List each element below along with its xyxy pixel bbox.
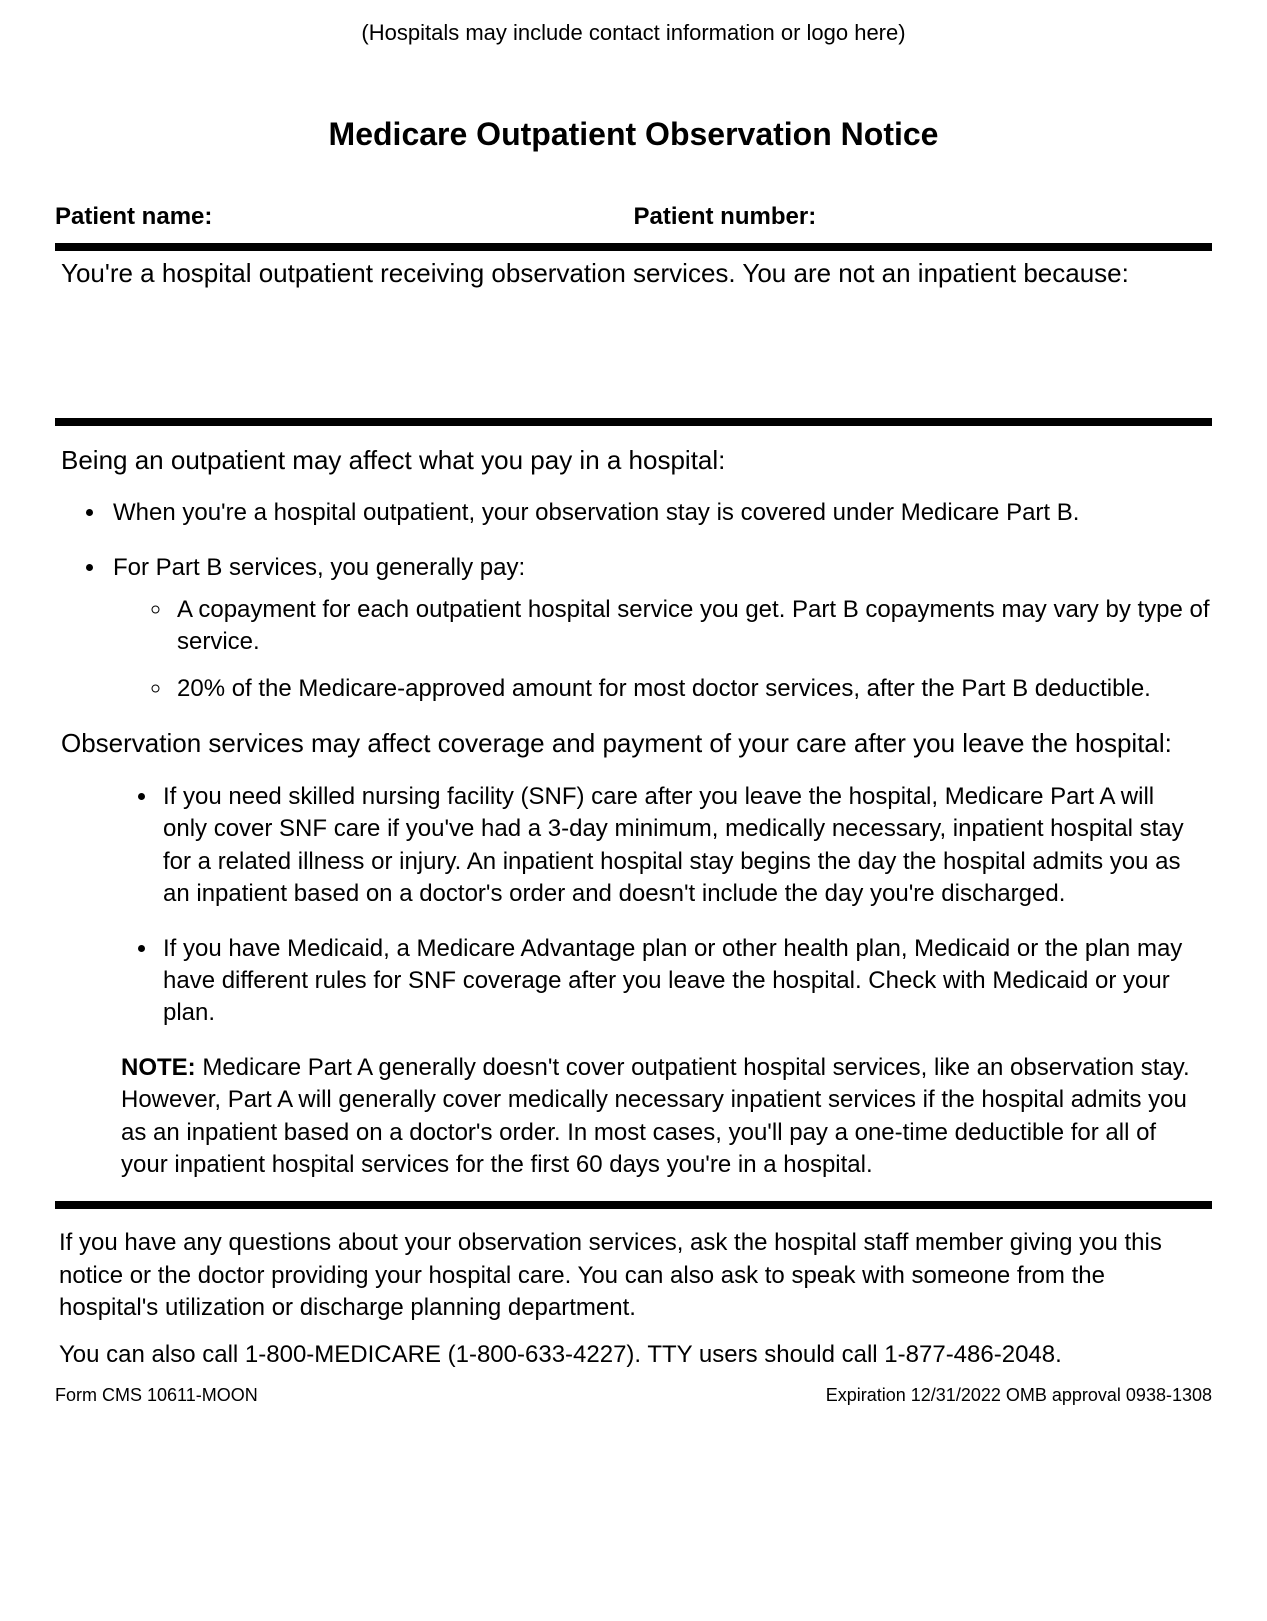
- closing-paragraph-1: If you have any questions about your obs…: [55, 1227, 1212, 1324]
- document-title: Medicare Outpatient Observation Notice: [55, 116, 1212, 153]
- list-item-text: For Part B services, you generally pay:: [113, 554, 525, 581]
- divider: [55, 243, 1212, 251]
- list-item: A copayment for each outpatient hospital…: [173, 594, 1212, 659]
- patient-name-label: Patient name:: [55, 203, 634, 231]
- section1-sublist: A copayment for each outpatient hospital…: [113, 594, 1212, 705]
- footer: Form CMS 10611-MOON Expiration 12/31/202…: [55, 1385, 1212, 1406]
- divider: [55, 1201, 1212, 1209]
- list-item: If you need skilled nursing facility (SN…: [159, 781, 1212, 911]
- patient-number-label: Patient number:: [634, 203, 1213, 231]
- list-item: 20% of the Medicare-approved amount for …: [173, 673, 1212, 705]
- note-text: Medicare Part A generally doesn't cover …: [121, 1054, 1190, 1178]
- list-item: For Part B services, you generally pay: …: [107, 552, 1212, 706]
- form-id: Form CMS 10611-MOON: [55, 1385, 258, 1406]
- divider: [55, 418, 1212, 426]
- section1-heading: Being an outpatient may affect what you …: [55, 444, 1212, 478]
- closing-paragraph-2: You can also call 1-800-MEDICARE (1-800-…: [55, 1339, 1212, 1371]
- header-placeholder-note: (Hospitals may include contact informati…: [55, 20, 1212, 46]
- expiration-text: Expiration 12/31/2022 OMB approval 0938-…: [826, 1385, 1212, 1406]
- section2-heading: Observation services may affect coverage…: [55, 727, 1212, 761]
- note-label: NOTE:: [121, 1054, 196, 1081]
- section1-list: When you're a hospital outpatient, your …: [55, 497, 1212, 705]
- note-block: NOTE: Medicare Part A generally doesn't …: [55, 1052, 1212, 1182]
- page: (Hospitals may include contact informati…: [0, 0, 1267, 1621]
- intro-text: You're a hospital outpatient receiving o…: [55, 257, 1212, 400]
- list-item: If you have Medicaid, a Medicare Advanta…: [159, 933, 1212, 1030]
- patient-info-row: Patient name: Patient number:: [55, 203, 1212, 231]
- list-item: When you're a hospital outpatient, your …: [107, 497, 1212, 529]
- section2-list: If you need skilled nursing facility (SN…: [55, 781, 1212, 1030]
